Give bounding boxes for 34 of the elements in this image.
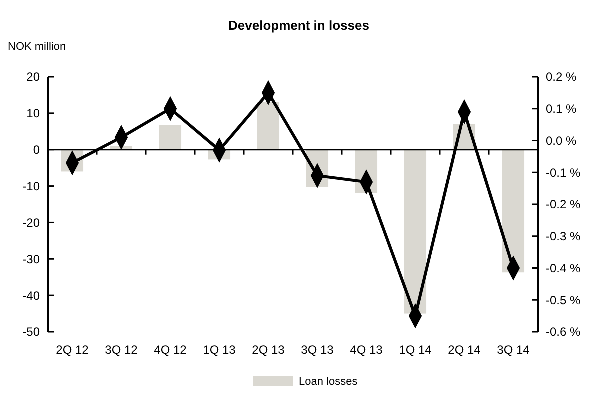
y2-tick-label: -0.6 % [546, 325, 582, 340]
y2-tick-label: -0.3 % [546, 230, 582, 244]
y-axis-title: NOK million [8, 41, 66, 53]
x-tick-label: 1Q 14 [399, 343, 432, 357]
x-tick-label: 3Q 13 [301, 343, 334, 357]
y2-tick-label: 0.0 % [546, 134, 578, 148]
x-tick-label: 3Q 12 [105, 343, 138, 357]
x-tick-label: 2Q 12 [56, 343, 90, 357]
bar [404, 150, 427, 314]
y-tick-label: -40 [22, 288, 40, 303]
y-tick-label: -20 [22, 216, 40, 230]
x-tick-label: 2Q 13 [252, 343, 286, 357]
bar [159, 125, 182, 150]
x-tick-label: 4Q 13 [350, 343, 384, 357]
y2-tick-label: -0.1 % [546, 166, 582, 180]
y2-tick-label: -0.2 % [546, 198, 582, 212]
x-tick-label: 3Q 14 [497, 343, 530, 357]
y-tick-label: -30 [22, 252, 40, 266]
bar [257, 102, 280, 150]
y-tick-label: 0 [33, 143, 40, 158]
y-tick-label: -50 [22, 325, 40, 340]
x-tick-label: 4Q 12 [154, 343, 188, 357]
y2-tick-label: -0.4 % [546, 261, 582, 276]
y-tick-label: 10 [26, 106, 40, 121]
legend-label: Loan losses [299, 376, 358, 388]
x-tick-label: 1Q 13 [203, 343, 236, 357]
y-tick-label: 20 [26, 70, 40, 84]
bar [502, 150, 525, 273]
y2-tick-label: 0.2 % [546, 70, 578, 84]
y-tick-label: -10 [22, 179, 40, 194]
x-tick-label: 2Q 14 [448, 343, 482, 357]
y2-tick-label: 0.1 % [546, 102, 578, 116]
y2-tick-label: -0.5 % [546, 293, 582, 308]
chart-title: Development in losses [228, 18, 370, 33]
